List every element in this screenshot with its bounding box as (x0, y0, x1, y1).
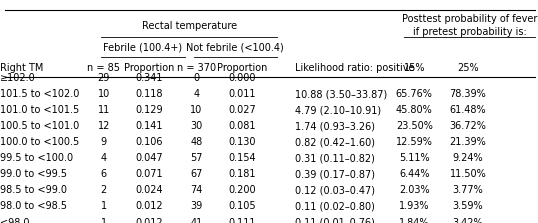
Text: 98.5 to <99.0: 98.5 to <99.0 (0, 186, 67, 195)
Text: 57: 57 (190, 153, 203, 163)
Text: 4: 4 (193, 89, 200, 99)
Text: 0.154: 0.154 (228, 153, 256, 163)
Text: Posttest probability of fever
if pretest probability is:: Posttest probability of fever if pretest… (402, 14, 537, 37)
Text: 21.39%: 21.39% (450, 137, 486, 147)
Text: 0.12 (0.03–0.47): 0.12 (0.03–0.47) (295, 186, 375, 195)
Text: Proportion: Proportion (217, 63, 267, 73)
Text: 9: 9 (101, 137, 107, 147)
Text: 41: 41 (190, 218, 202, 223)
Text: 0.012: 0.012 (136, 218, 164, 223)
Text: 6.44%: 6.44% (399, 169, 429, 179)
Text: 100.5 to <101.0: 100.5 to <101.0 (0, 121, 79, 131)
Text: 45.80%: 45.80% (396, 105, 433, 115)
Text: 0.027: 0.027 (228, 105, 256, 115)
Text: 0.011: 0.011 (228, 89, 256, 99)
Text: 3.42%: 3.42% (453, 218, 483, 223)
Text: 2.03%: 2.03% (399, 186, 429, 195)
Text: 98.0 to <98.5: 98.0 to <98.5 (0, 202, 67, 211)
Text: 1: 1 (101, 218, 107, 223)
Text: 78.39%: 78.39% (450, 89, 486, 99)
Text: 0.39 (0.17–0.87): 0.39 (0.17–0.87) (295, 169, 375, 179)
Text: 0.012: 0.012 (136, 202, 164, 211)
Text: 100.0 to <100.5: 100.0 to <100.5 (0, 137, 79, 147)
Text: 65.76%: 65.76% (396, 89, 433, 99)
Text: 36.72%: 36.72% (450, 121, 486, 131)
Text: 11.50%: 11.50% (450, 169, 486, 179)
Text: 0.071: 0.071 (136, 169, 164, 179)
Text: 1: 1 (101, 202, 107, 211)
Text: Proportion: Proportion (124, 63, 175, 73)
Text: 4: 4 (101, 153, 107, 163)
Text: 2: 2 (101, 186, 107, 195)
Text: 12: 12 (97, 121, 110, 131)
Text: n = 370: n = 370 (177, 63, 216, 73)
Text: 15%: 15% (404, 63, 425, 73)
Text: 0.111: 0.111 (228, 218, 256, 223)
Text: 3.59%: 3.59% (453, 202, 483, 211)
Text: 0.118: 0.118 (136, 89, 164, 99)
Text: 11: 11 (98, 105, 110, 115)
Text: 0.047: 0.047 (136, 153, 164, 163)
Text: 10: 10 (190, 105, 202, 115)
Text: 4.79 (2.10–10.91): 4.79 (2.10–10.91) (295, 105, 381, 115)
Text: Rectal temperature: Rectal temperature (141, 21, 237, 31)
Text: 1.93%: 1.93% (399, 202, 429, 211)
Text: Right TM: Right TM (0, 63, 44, 73)
Text: 9.24%: 9.24% (453, 153, 483, 163)
Text: ≥102.0: ≥102.0 (0, 73, 36, 83)
Text: 99.5 to <100.0: 99.5 to <100.0 (0, 153, 73, 163)
Text: Likelihood ratio: positive: Likelihood ratio: positive (295, 63, 414, 73)
Text: 0.024: 0.024 (136, 186, 164, 195)
Text: 74: 74 (190, 186, 203, 195)
Text: 10: 10 (98, 89, 110, 99)
Text: Not febrile (<100.4): Not febrile (<100.4) (187, 43, 284, 53)
Text: 0.31 (0.11–0.82): 0.31 (0.11–0.82) (295, 153, 374, 163)
Text: 0.081: 0.081 (228, 121, 256, 131)
Text: 39: 39 (190, 202, 202, 211)
Text: 0.106: 0.106 (136, 137, 164, 147)
Text: 1.84%: 1.84% (399, 218, 429, 223)
Text: 0.129: 0.129 (136, 105, 164, 115)
Text: 0.130: 0.130 (228, 137, 256, 147)
Text: 61.48%: 61.48% (450, 105, 486, 115)
Text: 101.0 to <101.5: 101.0 to <101.5 (0, 105, 79, 115)
Text: 6: 6 (101, 169, 107, 179)
Text: 3.77%: 3.77% (452, 186, 484, 195)
Text: 23.50%: 23.50% (396, 121, 433, 131)
Text: 99.0 to <99.5: 99.0 to <99.5 (0, 169, 67, 179)
Text: 0.11 (0.02–0.80): 0.11 (0.02–0.80) (295, 202, 374, 211)
Text: 0.141: 0.141 (136, 121, 164, 131)
Text: 101.5 to <102.0: 101.5 to <102.0 (0, 89, 80, 99)
Text: Febrile (100.4+): Febrile (100.4+) (103, 43, 182, 53)
Text: 0.200: 0.200 (228, 186, 256, 195)
Text: 29: 29 (97, 73, 110, 83)
Text: n = 85: n = 85 (87, 63, 121, 73)
Text: 0.181: 0.181 (228, 169, 256, 179)
Text: 10.88 (3.50–33.87): 10.88 (3.50–33.87) (295, 89, 387, 99)
Text: 5.11%: 5.11% (399, 153, 429, 163)
Text: 30: 30 (190, 121, 202, 131)
Text: <98.0: <98.0 (0, 218, 30, 223)
Text: 0.82 (0.42–1.60): 0.82 (0.42–1.60) (295, 137, 375, 147)
Text: 0.11 (0.01–0.76): 0.11 (0.01–0.76) (295, 218, 374, 223)
Text: 0: 0 (193, 73, 200, 83)
Text: 67: 67 (190, 169, 203, 179)
Text: 0.341: 0.341 (136, 73, 164, 83)
Text: 12.59%: 12.59% (396, 137, 433, 147)
Text: 48: 48 (190, 137, 202, 147)
Text: 25%: 25% (457, 63, 479, 73)
Text: 0.000: 0.000 (228, 73, 256, 83)
Text: 1.74 (0.93–3.26): 1.74 (0.93–3.26) (295, 121, 375, 131)
Text: 0.105: 0.105 (228, 202, 256, 211)
